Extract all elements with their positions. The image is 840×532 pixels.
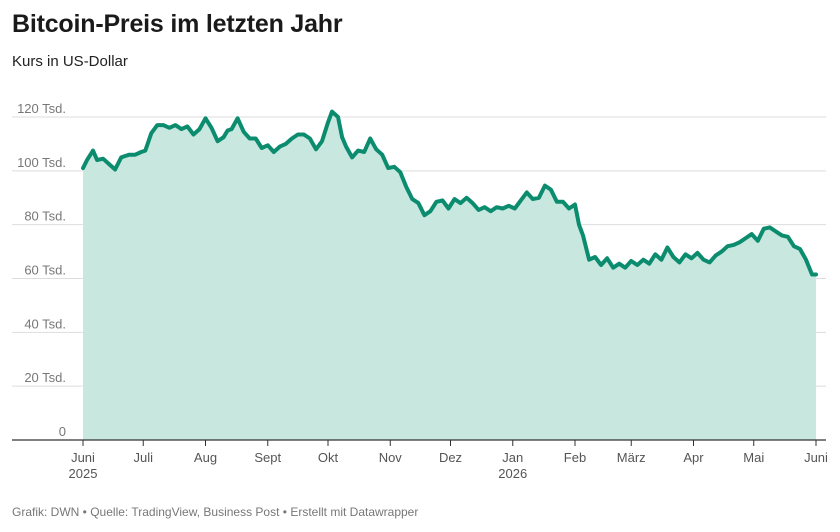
area-fill — [83, 111, 816, 440]
y-tick-label: 0 — [59, 424, 66, 439]
footer-quelle: Quelle: TradingView, Business Post — [90, 505, 280, 519]
x-tick-label: Feb — [564, 450, 586, 465]
chart-title: Bitcoin-Preis im letzten Jahr — [12, 10, 343, 38]
y-tick-label: 60 Tsd. — [24, 263, 66, 278]
x-tick-label: Aug — [194, 450, 217, 465]
footer-separator: • — [79, 505, 91, 519]
x-tick-label: Okt — [318, 450, 339, 465]
y-tick-label: 20 Tsd. — [24, 370, 66, 385]
y-tick-label: 120 Tsd. — [17, 101, 66, 116]
series-line — [81, 109, 818, 277]
x-tick-label: Jan — [502, 450, 523, 465]
chart-subtitle: Kurs in US-Dollar — [12, 53, 128, 70]
x-tick-year-label: 2026 — [498, 466, 527, 481]
x-tick-label: Sept — [254, 450, 281, 465]
x-tick-label: Apr — [683, 450, 704, 465]
y-tick-label: 40 Tsd. — [24, 316, 66, 331]
chart-footer: Grafik: DWN • Quelle: TradingView, Busin… — [12, 505, 418, 519]
y-tick-label: 100 Tsd. — [17, 155, 66, 170]
footer-separator: • — [279, 505, 291, 519]
x-tick-label: Juli — [133, 450, 153, 465]
footer-grafik: Grafik: DWN — [12, 505, 80, 519]
x-tick-label: Juni — [71, 450, 95, 465]
x-tick-year-label: 2025 — [69, 466, 98, 481]
x-tick-label: Nov — [379, 450, 403, 465]
x-tick-label: Mai — [743, 450, 764, 465]
x-tick-label: Dez — [439, 450, 462, 465]
footer-erstellt: Erstellt mit Datawrapper — [290, 505, 419, 519]
x-tick-label: Juni — [804, 450, 828, 465]
y-tick-label: 80 Tsd. — [24, 209, 66, 224]
x-tick-label: März — [617, 450, 646, 465]
